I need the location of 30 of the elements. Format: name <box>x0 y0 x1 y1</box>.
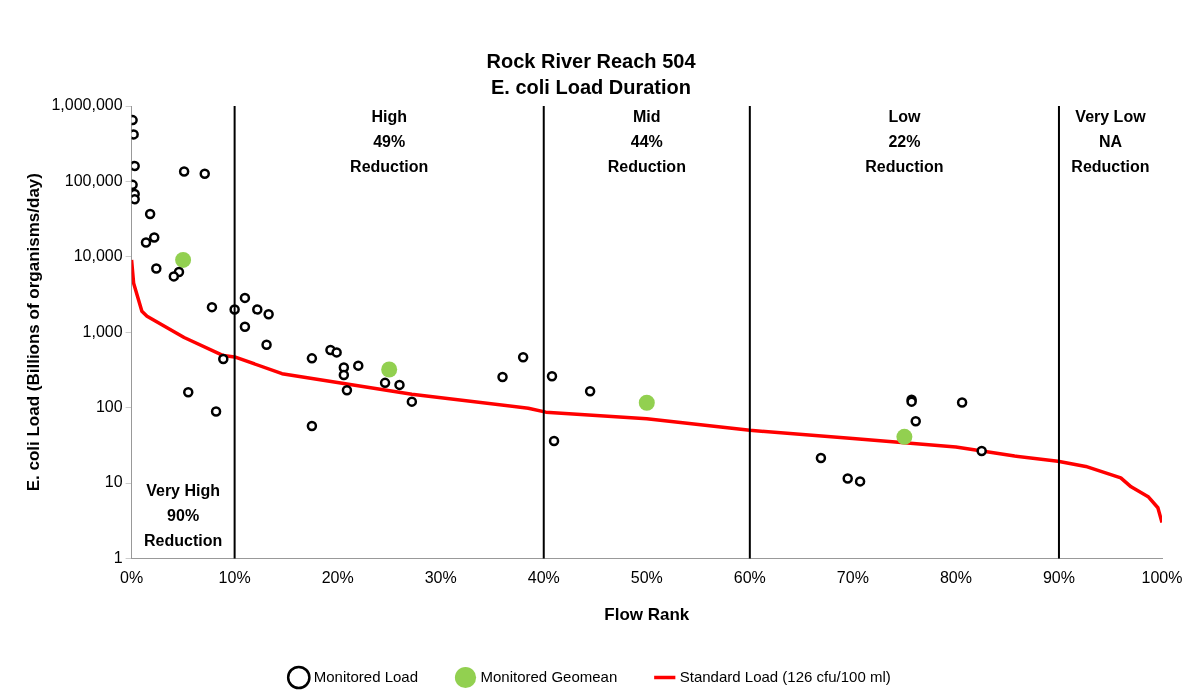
x-tick-label: 90% <box>1042 569 1075 587</box>
chart-subtitle: E. coli Load Duration <box>490 75 692 98</box>
legend-label: Monitored Load <box>313 667 419 685</box>
legend-label: Standard Load (126 cfu/100 ml) <box>679 667 891 685</box>
legend-label: Monitored Geomean <box>480 667 618 685</box>
x-tick-label: 30% <box>424 569 457 587</box>
y-axis-title: E. coli Load (Billions of organisms/day) <box>23 173 43 492</box>
x-tick-label: 20% <box>321 569 354 587</box>
x-tick-label: 100% <box>1141 569 1183 587</box>
annotation: High 49% Reduction <box>350 108 429 176</box>
x-tick-label: 70% <box>836 569 869 587</box>
annotation: Mid 44% Reduction <box>607 108 686 176</box>
y-tick-label: 1,000 <box>82 322 123 340</box>
y-tick-label: 10,000 <box>73 247 123 265</box>
y-tick-label: 10 <box>104 473 123 491</box>
annotation: Low 22% Reduction <box>865 108 944 176</box>
y-tick-label: 1 <box>113 548 123 566</box>
x-tick-label: 50% <box>630 569 663 587</box>
y-tick-label: 100,000 <box>64 171 123 189</box>
annotation: Very High 90% Reduction <box>143 481 223 549</box>
x-tick-label: 0% <box>120 569 144 587</box>
x-tick-label: 60% <box>733 569 766 587</box>
y-tick-label: 1,000,000 <box>51 96 123 114</box>
x-tick-label: 40% <box>527 569 560 587</box>
annotation: Very Low NA Reduction <box>1071 108 1150 176</box>
x-axis-title: Flow Rank <box>604 605 690 625</box>
y-tick-label: 100 <box>95 398 123 416</box>
x-tick-label: 80% <box>939 569 972 587</box>
chart-title: Rock River Reach 504 <box>486 49 697 72</box>
x-tick-label: 10% <box>218 569 251 587</box>
